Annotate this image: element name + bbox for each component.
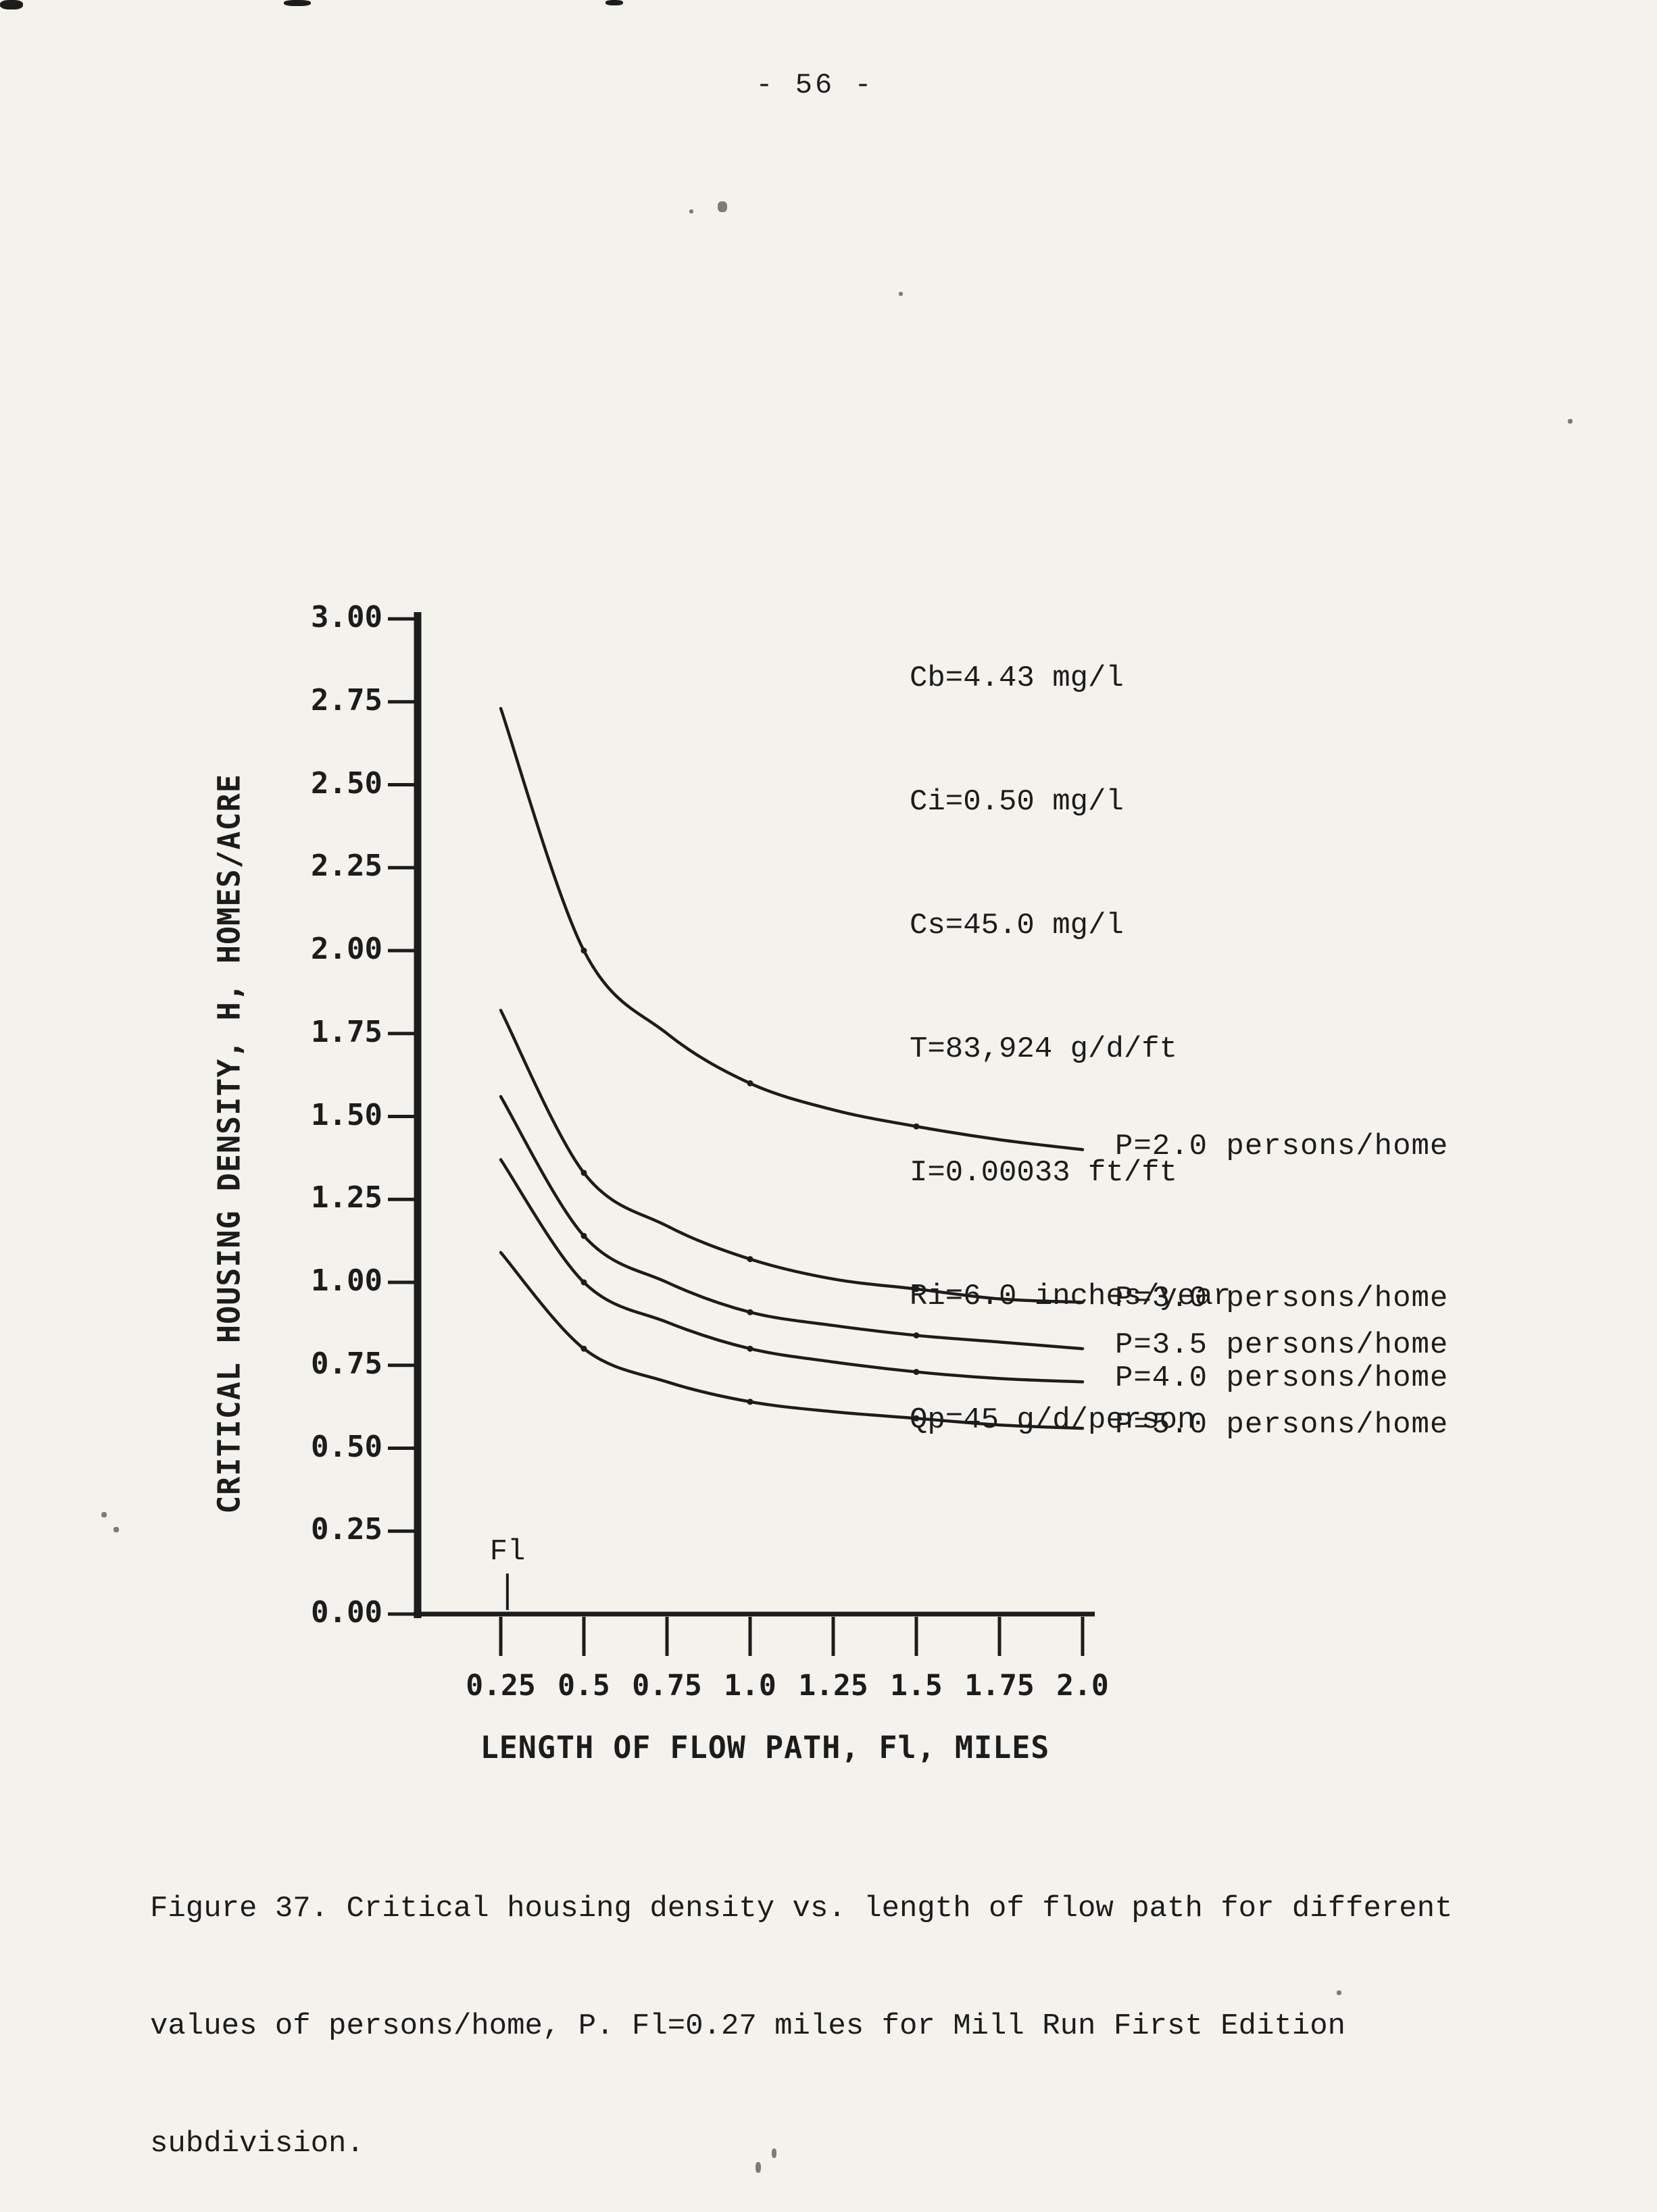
annotation-line: Cs=45.0 mg/l (910, 909, 1124, 942)
y-tick-label: 0.25 (311, 1512, 382, 1547)
annotation-line: Qp=45 g/d/person (910, 1403, 1195, 1437)
curve-point (580, 1345, 587, 1352)
curve-P2.0 (499, 707, 1085, 1151)
y-tick-label: 1.50 (311, 1097, 382, 1132)
y-tick-label: 1.00 (311, 1263, 382, 1298)
annotation-line: T=83,924 g/d/ft (910, 1032, 1178, 1066)
caption-line: Figure 37. Critical housing density vs. … (150, 1892, 1453, 1926)
curve-label-P3.5: P=3.5 persons/home (1115, 1328, 1449, 1363)
x-tick-label: 2.0 (1056, 1669, 1109, 1703)
curve-point (747, 1345, 753, 1352)
y-tick-label: 1.25 (311, 1180, 382, 1215)
y-tick-label: 0.75 (311, 1346, 382, 1381)
y-tick-label: 2.75 (311, 682, 382, 718)
scan-speckle (284, 0, 311, 6)
scan-speckle (899, 292, 903, 296)
scan-speckle (689, 209, 693, 213)
x-tick-label: 0.75 (632, 1669, 702, 1703)
scan-speckle (1337, 1990, 1341, 1995)
curve-point (580, 1170, 587, 1176)
scan-speckle (718, 201, 727, 212)
fl-marker-label: Fl (489, 1535, 526, 1569)
y-tick-label: 2.25 (311, 849, 382, 884)
curve-point (913, 1415, 920, 1422)
y-tick-label: 0.50 (311, 1429, 382, 1464)
y-tick-label: 2.50 (311, 765, 382, 801)
page-number: - 56 - (756, 69, 874, 101)
x-tick-label: 1.25 (798, 1669, 868, 1703)
curve-point (913, 1123, 920, 1130)
caption-line: subdivision. (150, 2127, 364, 2161)
scan-speckle (756, 2162, 761, 2173)
curve-label-P2.0: P=2.0 persons/home (1115, 1129, 1449, 1163)
y-tick-label: 3.00 (311, 600, 382, 634)
annotation-line: Cb=4.43 mg/l (910, 661, 1124, 695)
curve-point (747, 1256, 753, 1263)
annotation-line: I=0.00033 ft/ft (910, 1156, 1178, 1190)
caption-line: values of persons/home, P. Fl=0.27 miles… (150, 2009, 1346, 2043)
x-tick-label: 0.25 (466, 1669, 536, 1703)
curve-point (913, 1286, 920, 1292)
curve-point (913, 1332, 920, 1339)
annotation-line: Ci=0.50 mg/l (910, 785, 1124, 819)
x-axis-title: LENGTH OF FLOW PATH, Fl, MILES (480, 1730, 1050, 1765)
figure-caption: Figure 37. Critical housing density vs. … (150, 1811, 1453, 2212)
scan-speckle (114, 1527, 119, 1532)
scan-speckle (1568, 419, 1573, 424)
scan-speckle (772, 2148, 776, 2158)
x-tick-label: 1.5 (890, 1669, 943, 1703)
x-tick-label: 1.0 (724, 1669, 776, 1703)
scan-speckle (0, 0, 23, 9)
parameter-annotations: Cb=4.43 mg/l Ci=0.50 mg/l Cs=45.0 mg/l T… (910, 576, 1231, 1524)
curve-P3.0 (499, 1009, 1085, 1304)
curve-label-P5.0: P=5.0 persons/home (1115, 1408, 1449, 1442)
scan-speckle (605, 0, 623, 5)
curve-point (913, 1369, 920, 1376)
scan-speckle (101, 1512, 107, 1517)
curve-point (747, 1080, 753, 1086)
x-tick-label: 1.75 (964, 1669, 1035, 1703)
curve-point (747, 1399, 753, 1405)
y-tick-label: 0.00 (311, 1595, 382, 1630)
curve-point (747, 1309, 753, 1315)
curve-point (580, 1232, 587, 1239)
curve-label-P4.0: P=4.0 persons/home (1115, 1361, 1449, 1396)
x-tick-label: 0.5 (558, 1669, 610, 1703)
curve-point (580, 947, 587, 954)
curve-label-P3.0: P=3.0 persons/home (1115, 1282, 1449, 1316)
curve-point (580, 1279, 587, 1286)
y-axis-title: CRITICAL HOUSING DENSITY, H, HOMES/ACRE (211, 774, 247, 1514)
y-tick-label: 1.75 (311, 1014, 382, 1049)
y-tick-label: 2.00 (311, 932, 382, 966)
annotation-line: Ri=6.0 inches/year (910, 1280, 1231, 1313)
